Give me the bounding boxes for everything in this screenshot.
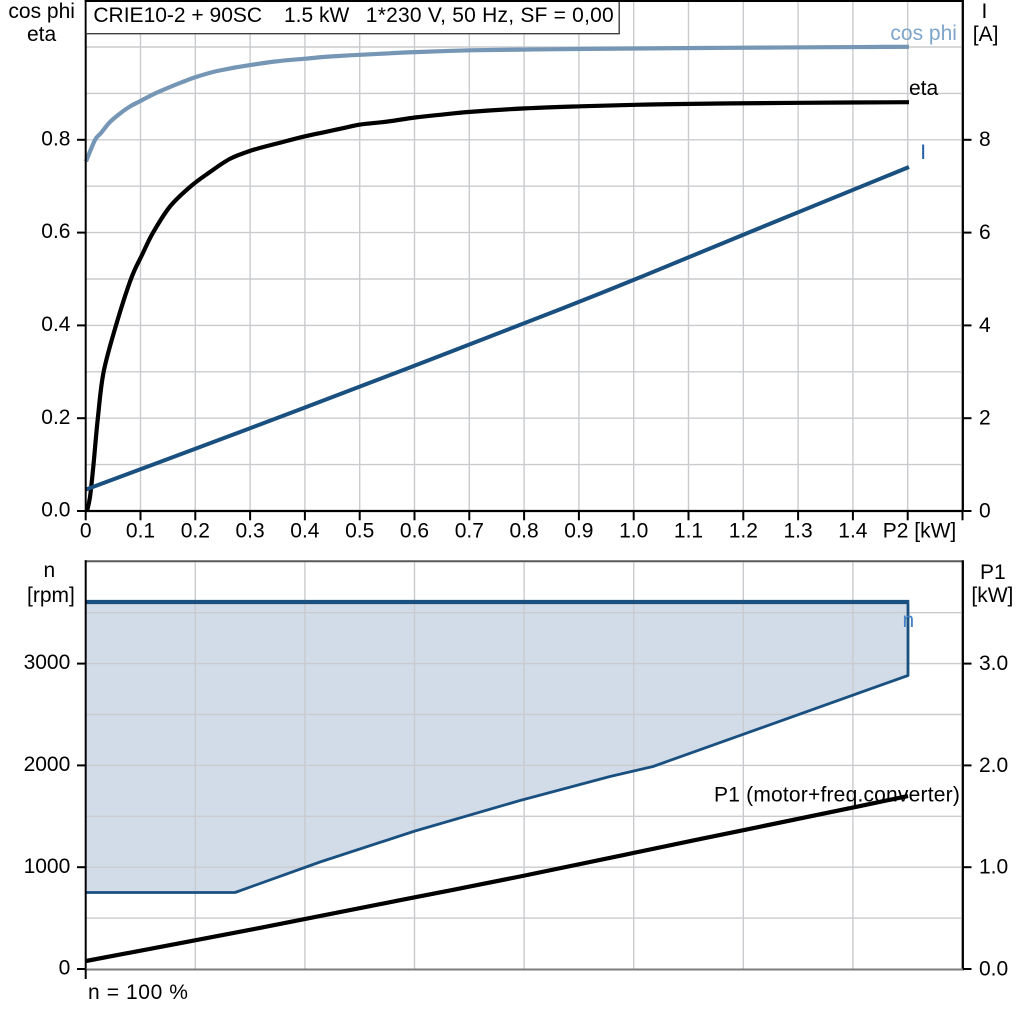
svg-text:1.5 kW: 1.5 kW [284,4,350,27]
svg-text:1000: 1000 [24,855,71,878]
svg-text:0: 0 [80,520,92,543]
svg-text:1.2: 1.2 [729,520,758,543]
svg-text:I: I [982,0,988,23]
svg-text:3.0: 3.0 [979,652,1008,675]
svg-text:CRIE10-2 + 90SC: CRIE10-2 + 90SC [93,4,262,27]
svg-text:[kW]: [kW] [971,584,1013,607]
svg-text:3000: 3000 [24,651,71,674]
svg-text:0.8: 0.8 [509,520,538,543]
svg-text:n = 100 %: n = 100 % [88,981,189,1004]
svg-text:P1: P1 [980,561,1006,584]
svg-text:0: 0 [979,499,991,522]
svg-text:0.2: 0.2 [181,520,210,543]
svg-text:[A]: [A] [973,23,999,46]
svg-text:eta: eta [909,77,939,100]
svg-text:0.4: 0.4 [41,313,71,336]
svg-text:0.9: 0.9 [564,520,593,543]
svg-text:n: n [903,609,915,632]
svg-text:P1 (motor+freq.converter): P1 (motor+freq.converter) [714,784,960,807]
svg-text:0.7: 0.7 [455,520,484,543]
svg-text:eta: eta [27,23,57,46]
svg-text:0.5: 0.5 [345,520,374,543]
svg-text:P2 [kW]: P2 [kW] [883,520,957,543]
svg-text:1.1: 1.1 [674,520,703,543]
svg-text:1.0: 1.0 [979,856,1008,879]
svg-text:1.4: 1.4 [838,520,868,543]
svg-text:6: 6 [979,221,991,244]
svg-text:n: n [44,559,56,582]
svg-text:cos phi: cos phi [8,0,75,23]
svg-text:0.1: 0.1 [126,520,155,543]
svg-text:1.0: 1.0 [619,520,648,543]
svg-text:0.6: 0.6 [400,520,429,543]
svg-text:0.0: 0.0 [41,499,70,522]
svg-text:I: I [920,141,926,164]
svg-text:cos phi: cos phi [890,22,957,45]
svg-text:0.8: 0.8 [41,127,70,150]
svg-text:0.4: 0.4 [290,520,320,543]
svg-text:2000: 2000 [24,753,71,776]
svg-text:0.3: 0.3 [235,520,264,543]
svg-text:[rpm]: [rpm] [27,584,75,607]
svg-text:4: 4 [979,314,991,337]
svg-text:1.3: 1.3 [783,520,812,543]
svg-text:2.0: 2.0 [979,754,1008,777]
svg-text:2: 2 [979,407,991,430]
svg-text:0.2: 0.2 [41,406,70,429]
svg-text:8: 8 [979,128,991,151]
svg-text:1*230 V, 50 Hz, SF = 0,00: 1*230 V, 50 Hz, SF = 0,00 [366,4,614,27]
svg-text:0.6: 0.6 [41,220,70,243]
svg-text:0.0: 0.0 [979,957,1008,980]
svg-text:0: 0 [59,957,71,980]
